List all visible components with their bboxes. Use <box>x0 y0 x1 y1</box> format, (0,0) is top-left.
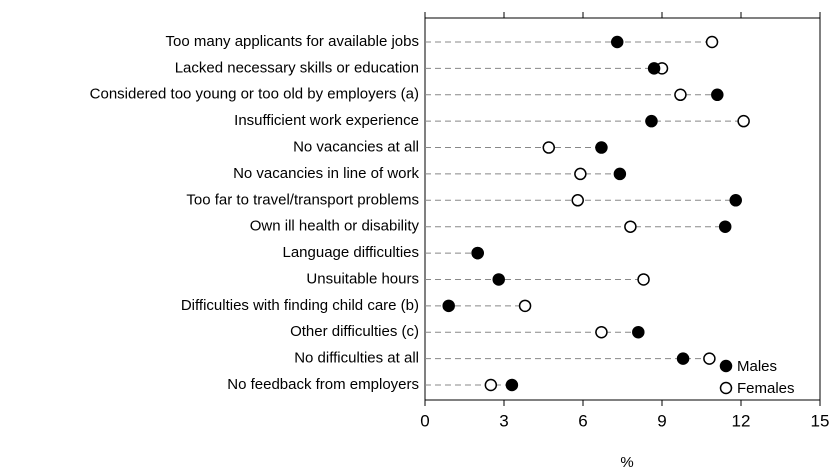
dot <box>613 167 627 181</box>
y-tick-label: No vacancies at all <box>293 139 419 156</box>
x-tick-label: 3 <box>499 411 508 430</box>
dot <box>737 114 750 128</box>
y-tick-label: Considered too young or too old by emplo… <box>90 86 419 103</box>
y-tick-label: Language difficulties <box>283 244 420 261</box>
dot <box>676 352 690 365</box>
x-tick-label: 9 <box>657 411 666 430</box>
dot <box>595 141 608 154</box>
legend-label: Females <box>737 380 795 397</box>
x-tick-label: 12 <box>732 411 751 430</box>
dot <box>574 167 587 181</box>
dot <box>595 325 608 339</box>
y-tick-label: Difficulties with finding child care (b) <box>181 297 419 314</box>
dot <box>571 194 584 207</box>
dot <box>645 114 658 128</box>
legend-marker <box>719 359 733 373</box>
y-tick-label: Unsuitable hours <box>306 270 419 287</box>
legend-marker <box>719 381 733 395</box>
x-tick-label: 0 <box>420 411 429 430</box>
dot <box>703 352 716 365</box>
dot <box>471 246 484 260</box>
y-tick-label: No difficulties at all <box>294 350 419 367</box>
y-tick-label: Own ill health or disability <box>250 218 420 235</box>
y-tick-label: Too far to travel/transport problems <box>186 191 419 208</box>
dot <box>442 299 455 313</box>
y-tick-label: No vacancies in line of work <box>233 165 419 182</box>
dot <box>705 35 719 49</box>
legend-label: Males <box>737 358 777 375</box>
x-tick-label: 6 <box>578 411 587 430</box>
y-tick-label: Insufficient work experience <box>234 112 419 129</box>
dot <box>711 88 724 102</box>
dot <box>505 378 519 392</box>
dot <box>542 141 556 154</box>
dot <box>632 325 645 339</box>
dot <box>518 299 532 313</box>
dot <box>729 194 742 207</box>
dot <box>610 35 624 49</box>
y-tick-label: Too many applicants for available jobs <box>166 33 419 50</box>
x-tick-label: 15 <box>811 411 830 430</box>
dot <box>624 220 637 233</box>
y-tick-label: No feedback from employers <box>227 376 419 393</box>
dot <box>647 62 661 75</box>
dot <box>492 273 505 286</box>
y-tick-label: Lacked necessary skills or education <box>175 59 419 76</box>
y-tick-label: Other difficulties (c) <box>290 323 419 340</box>
dot <box>484 378 498 392</box>
dot <box>718 220 732 233</box>
x-axis-label: % <box>620 454 633 471</box>
dot <box>637 273 650 286</box>
dot <box>674 88 687 102</box>
